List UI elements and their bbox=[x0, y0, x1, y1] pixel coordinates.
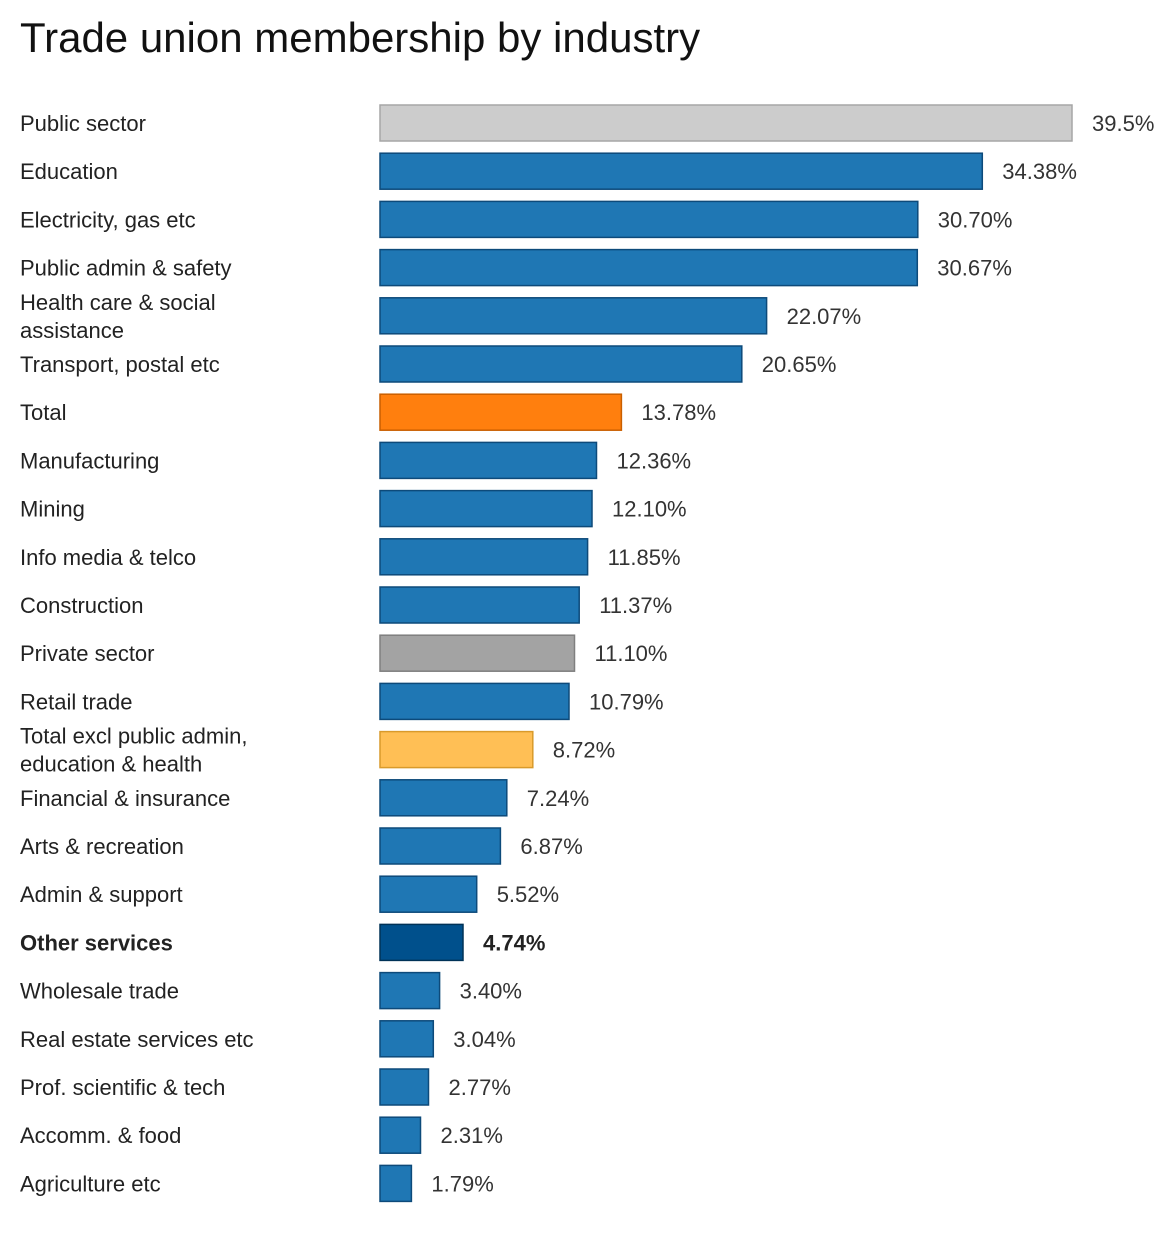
category-label-health-care-social-assistance: Health care & social assistance bbox=[20, 290, 216, 343]
value-label-arts-recreation: 6.87% bbox=[520, 834, 582, 859]
bar-other-services bbox=[379, 923, 464, 962]
bar-transport-postal-etc bbox=[379, 345, 743, 383]
category-label-retail-trade: Retail trade bbox=[20, 689, 133, 714]
bar-total bbox=[379, 393, 623, 431]
bar-construction bbox=[379, 586, 580, 624]
value-labels: 39.5% 34.38% 30.70% 30.67% 22.07% 20.65% 13.78… bbox=[431, 111, 1154, 1196]
value-label-health-care-social-assistance: 22.07% bbox=[787, 304, 862, 329]
bar-arts-recreation bbox=[379, 827, 502, 865]
bar-retail-trade bbox=[379, 682, 570, 721]
category-labels: Public sector Education Electricity, gas e… bbox=[20, 111, 254, 1196]
bar-agriculture-etc bbox=[379, 1164, 413, 1203]
category-label-education: Education bbox=[20, 159, 118, 184]
value-label-financial-insurance: 7.24% bbox=[527, 786, 589, 811]
category-label-other-services: Other services bbox=[20, 930, 173, 955]
bar-public-admin-safety bbox=[379, 248, 919, 287]
value-label-total-excl-public-admin-education-health: 8.72% bbox=[553, 738, 615, 763]
category-label-mining: Mining bbox=[20, 497, 85, 522]
value-label-total: 13.78% bbox=[641, 400, 716, 425]
bar-education bbox=[379, 152, 984, 190]
value-label-accomm-food: 2.31% bbox=[441, 1123, 503, 1148]
bar-total-excl-public-admin-education-health bbox=[379, 730, 534, 769]
category-label-info-media-telco: Info media & telco bbox=[20, 545, 196, 570]
category-label-manufacturing: Manufacturing bbox=[20, 448, 159, 473]
category-label-real-estate-services-etc: Real estate services etc bbox=[20, 1027, 254, 1052]
value-label-public-admin-safety: 30.67% bbox=[937, 256, 1012, 281]
bar-public-sector bbox=[379, 104, 1073, 142]
chart-title: Trade union membership by industry bbox=[20, 14, 701, 61]
value-label-private-sector: 11.10% bbox=[595, 641, 668, 666]
value-label-admin-support: 5.52% bbox=[497, 882, 559, 907]
bars-layer bbox=[379, 104, 1073, 1203]
value-label-real-estate-services-etc: 3.04% bbox=[453, 1027, 515, 1052]
value-label-other-services: 4.74% bbox=[483, 930, 545, 955]
value-label-wholesale-trade: 3.40% bbox=[460, 979, 522, 1004]
category-label-electricity-gas-etc: Electricity, gas etc bbox=[20, 207, 196, 232]
category-label-wholesale-trade: Wholesale trade bbox=[20, 979, 179, 1004]
value-label-agriculture-etc: 1.79% bbox=[431, 1171, 493, 1196]
category-label-total: Total bbox=[20, 400, 66, 425]
bar-manufacturing bbox=[379, 441, 598, 480]
bar-electricity-gas-etc bbox=[379, 200, 919, 239]
value-label-mining: 12.10% bbox=[612, 497, 687, 522]
category-label-admin-support: Admin & support bbox=[20, 882, 183, 907]
bar-accomm-food bbox=[379, 1116, 422, 1154]
category-label-total-excl-public-admin-education-health: Total excl public admin, education & heal… bbox=[20, 724, 247, 777]
bar-financial-insurance bbox=[379, 779, 508, 817]
value-label-prof-scientific-tech: 2.77% bbox=[449, 1075, 511, 1100]
value-label-education: 34.38% bbox=[1002, 159, 1077, 184]
bar-mining bbox=[379, 489, 593, 528]
bar-health-care-social-assistance bbox=[379, 297, 768, 335]
bar-admin-support bbox=[379, 875, 478, 913]
category-label-prof-scientific-tech: Prof. scientific & tech bbox=[20, 1075, 225, 1100]
value-label-public-sector: 39.5% bbox=[1092, 111, 1154, 136]
value-label-info-media-telco: 11.85% bbox=[608, 545, 681, 570]
category-label-financial-insurance: Financial & insurance bbox=[20, 786, 230, 811]
bar-private-sector bbox=[379, 634, 576, 672]
category-label-public-sector: Public sector bbox=[20, 111, 146, 136]
value-label-electricity-gas-etc: 30.70% bbox=[938, 207, 1013, 232]
bar-prof-scientific-tech bbox=[379, 1068, 430, 1106]
value-label-construction: 11.37% bbox=[599, 593, 672, 618]
value-label-transport-postal-etc: 20.65% bbox=[762, 352, 837, 377]
category-label-private-sector: Private sector bbox=[20, 641, 155, 666]
category-label-transport-postal-etc: Transport, postal etc bbox=[20, 352, 220, 377]
value-label-manufacturing: 12.36% bbox=[617, 448, 692, 473]
bar-real-estate-services-etc bbox=[379, 1020, 435, 1058]
category-label-agriculture-etc: Agriculture etc bbox=[20, 1171, 161, 1196]
bar-wholesale-trade bbox=[379, 971, 441, 1010]
value-label-retail-trade: 10.79% bbox=[589, 689, 664, 714]
category-label-accomm-food: Accomm. & food bbox=[20, 1123, 181, 1148]
category-label-construction: Construction bbox=[20, 593, 144, 618]
bar-info-media-telco bbox=[379, 538, 589, 576]
category-label-public-admin-safety: Public admin & safety bbox=[20, 256, 232, 281]
category-label-arts-recreation: Arts & recreation bbox=[20, 834, 184, 859]
